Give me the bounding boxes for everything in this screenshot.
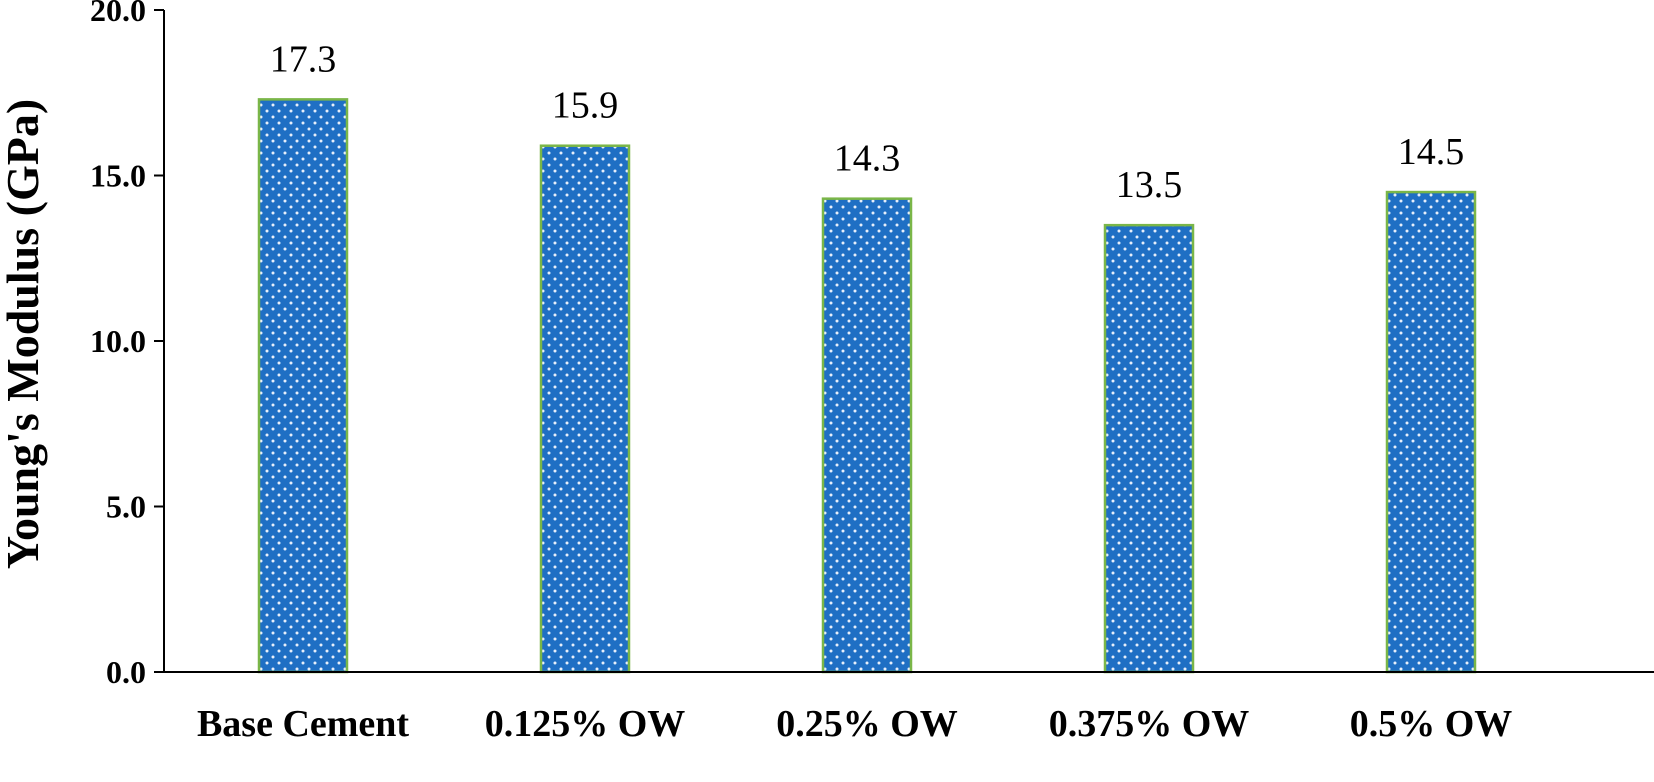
y-axis-ticks: 0.0 5.0 10.0 15.0 20.0 (90, 0, 164, 690)
bar-value-label: 13.5 (1116, 164, 1183, 206)
x-axis-labels: Base Cement 0.125% OW 0.25% OW 0.375% OW 0.5… (197, 703, 1512, 745)
bar (539, 144, 631, 674)
x-category-label: 0.375% OW (1049, 703, 1250, 745)
y-axis-title: Young's Modulus (GPa) (0, 99, 48, 569)
bar (1103, 223, 1195, 674)
y-tick-label: 20.0 (90, 0, 146, 28)
y-tick-label: 5.0 (106, 489, 146, 525)
y-tick-label: 15.0 (90, 158, 146, 194)
bar-value-label: 15.9 (552, 85, 619, 127)
data-labels-group: 17.3 15.9 14.3 13.5 14.5 (270, 38, 1465, 206)
bar (257, 98, 349, 674)
bar (821, 197, 913, 674)
x-category-label: Base Cement (197, 703, 409, 745)
bar (1385, 190, 1477, 674)
x-category-label: 0.5% OW (1350, 703, 1513, 745)
x-category-label: 0.25% OW (776, 703, 958, 745)
bar-value-label: 17.3 (270, 38, 337, 80)
bar-value-label: 14.5 (1398, 131, 1465, 173)
bar-value-label: 14.3 (834, 138, 901, 180)
bars-group (257, 98, 1477, 674)
x-category-label: 0.125% OW (485, 703, 686, 745)
y-tick-label: 0.0 (106, 654, 146, 690)
y-tick-label: 10.0 (90, 323, 146, 359)
